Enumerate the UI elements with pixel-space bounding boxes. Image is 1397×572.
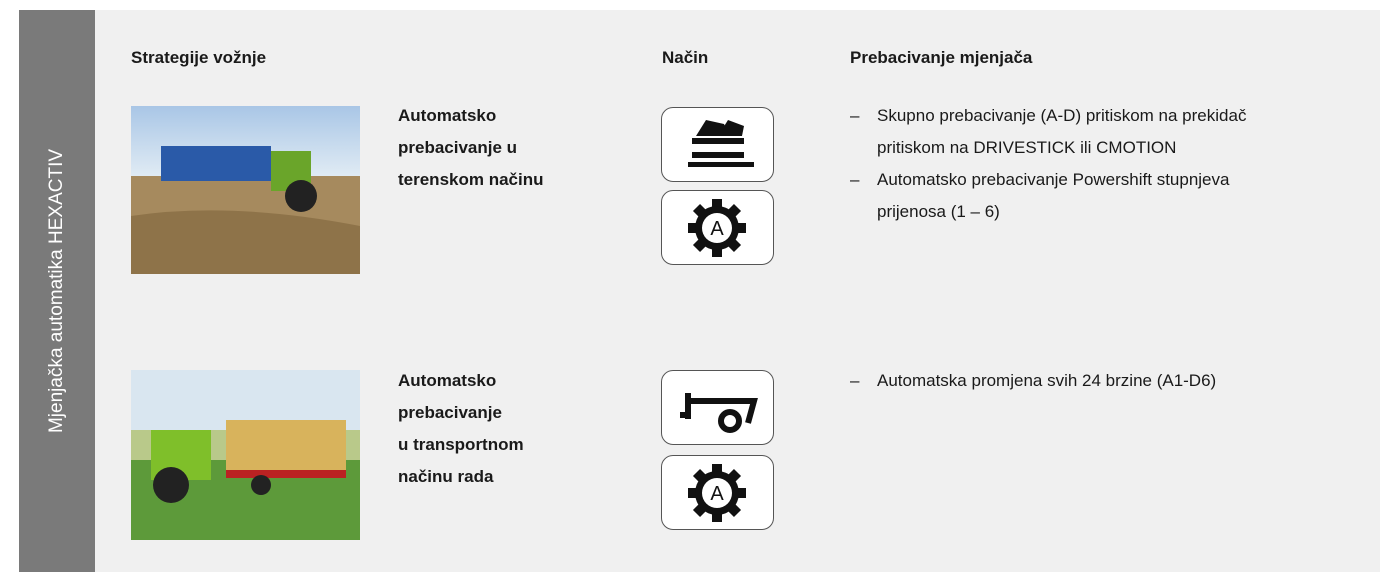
label-line: Automatsko xyxy=(398,106,497,125)
header: Strategije vožnje xyxy=(131,48,267,67)
bullet: Skupno prebacivanje (A-D) pritiskom na p… xyxy=(850,100,1290,164)
bullet: Automatsko prebacivanje Powershift stupn… xyxy=(850,164,1290,228)
svg-text:A: A xyxy=(710,218,724,240)
label-line: načinu rada xyxy=(398,467,494,486)
icon: A xyxy=(661,190,774,265)
side-band: Mjenjačka automatika HEXACTIV xyxy=(19,10,95,572)
row-label: Automatsko prebacivanje u transportnom nači… xyxy=(398,365,524,493)
label-line: Automatsko xyxy=(398,371,497,390)
header: Prebacivanje mjenjača xyxy=(850,48,1033,67)
photo-road xyxy=(131,370,360,540)
icon: A xyxy=(661,455,774,530)
icon xyxy=(661,107,774,182)
bullet-list: Automatska promjena svih 24 brzine (A1-D… xyxy=(850,365,1320,397)
bullet: Automatska promjena svih 24 brzine (A1-D… xyxy=(850,365,1320,397)
side-label: Mjenjačka automatika HEXACTIV xyxy=(46,148,67,434)
label-line: u transportnom xyxy=(398,435,524,454)
bullet-list: Skupno prebacivanje (A-D) pritiskom na p… xyxy=(850,100,1290,228)
photo-field xyxy=(131,106,360,274)
label-line: terenskom načinu xyxy=(398,170,544,189)
label-line: prebacivanje u xyxy=(398,138,518,157)
header: Način xyxy=(662,48,709,67)
label-line: prebacivanje xyxy=(398,403,502,422)
panel: Mjenjačka automatika HEXACTIV Strategije… xyxy=(19,10,1380,572)
svg-text:A: A xyxy=(710,483,724,505)
row-label: Automatsko prebacivanje u terenskom načinu xyxy=(398,100,544,196)
icon xyxy=(661,370,774,445)
